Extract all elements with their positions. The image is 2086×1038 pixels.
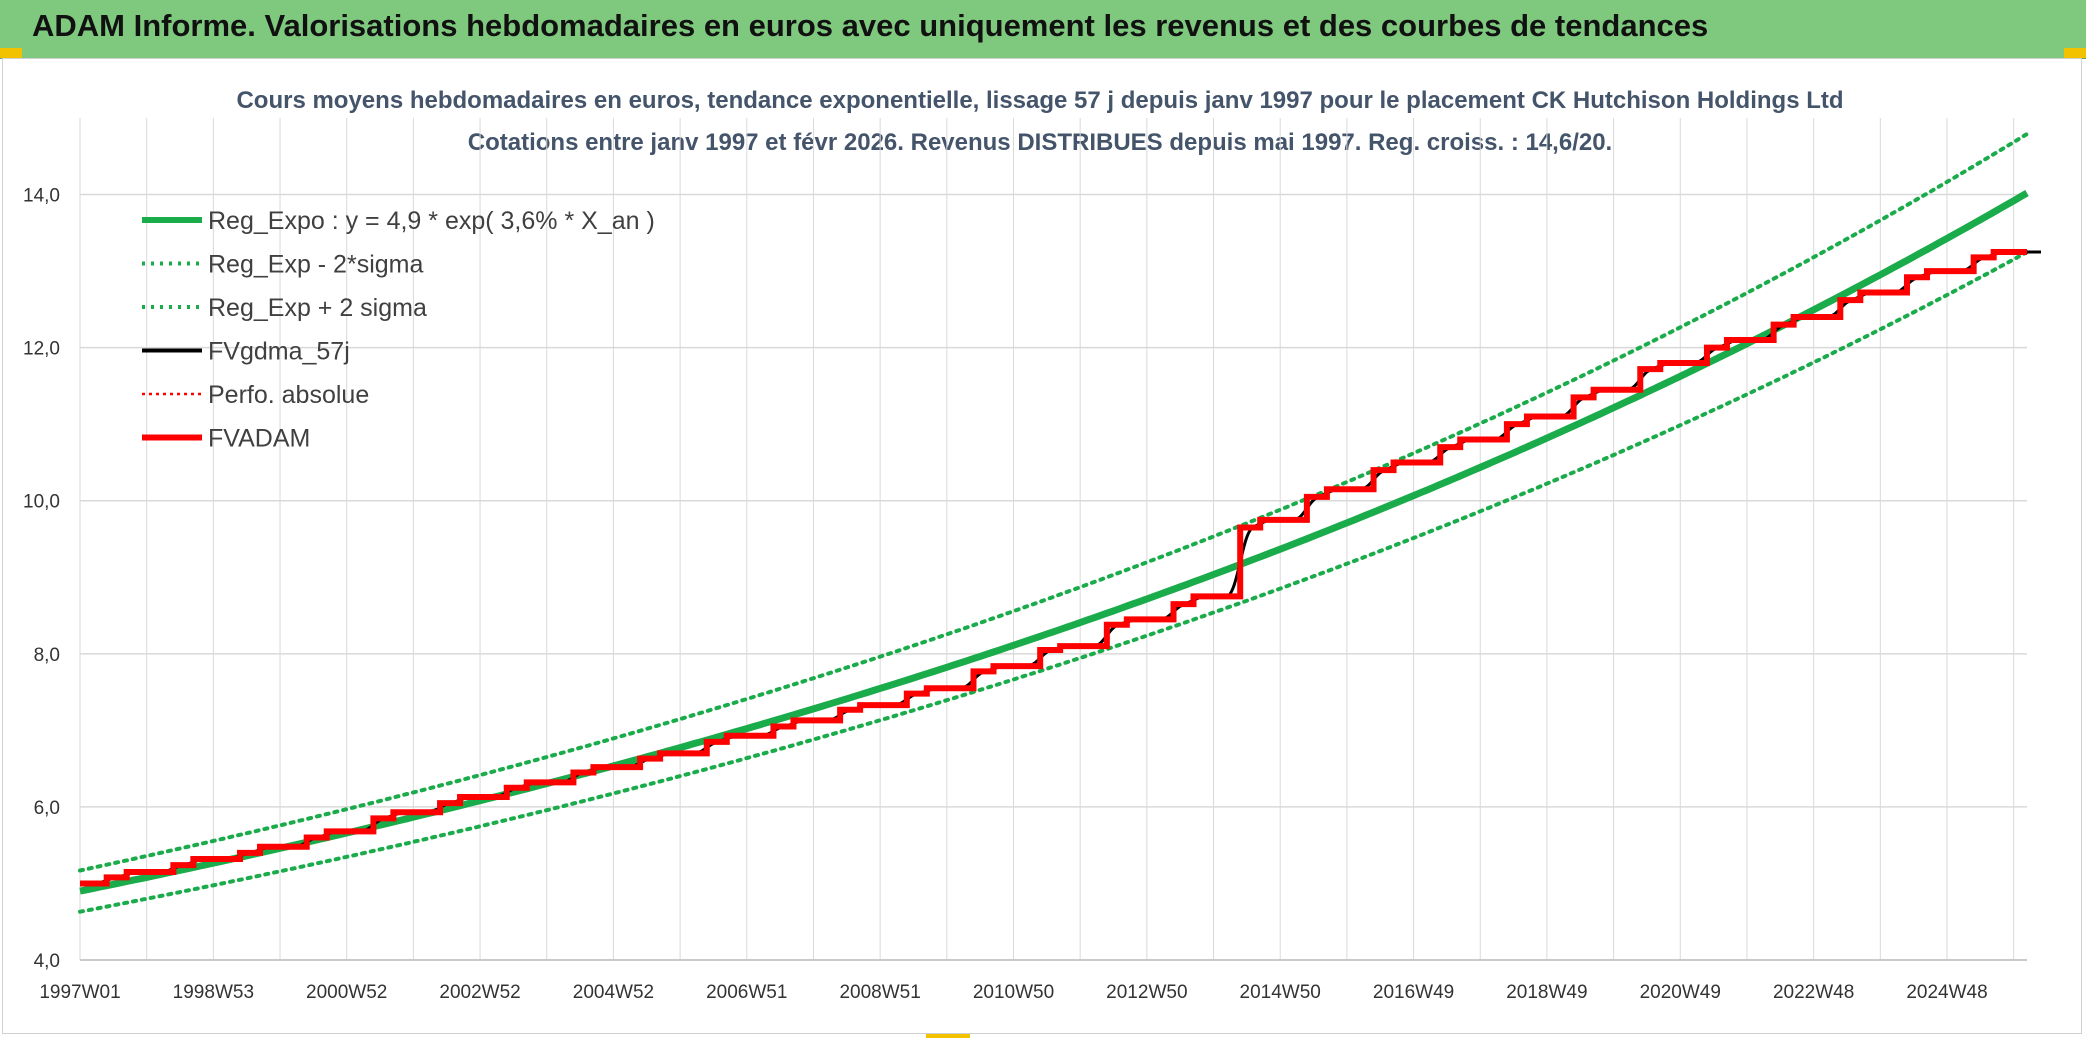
legend-label: Reg_Exp + 2 sigma (208, 294, 427, 322)
x-tick-label: 2010W50 (973, 982, 1054, 1003)
legend-label: Reg_Expo : y = 4,9 * exp( 3,6% * X_an ) (208, 207, 655, 235)
y-tick-label: 6,0 (34, 798, 60, 819)
x-tick-label: 2022W48 (1773, 982, 1854, 1003)
x-tick-label: 2004W52 (573, 982, 654, 1003)
series-fvadam (80, 248, 2027, 887)
banner-corner-left (0, 48, 22, 58)
y-tick-label: 12,0 (23, 339, 60, 360)
banner-corner-right (2064, 48, 2086, 58)
series-lower-band (78, 250, 2029, 914)
x-tick-label: 2002W52 (439, 982, 520, 1003)
x-tick-label: 2024W48 (1906, 982, 1987, 1003)
bottom-accent (926, 1034, 970, 1038)
x-tick-label: 2014W50 (1240, 982, 1321, 1003)
gridlines (79, 118, 2027, 961)
x-tick-label: 2008W51 (839, 982, 920, 1003)
plot-series (78, 132, 2041, 914)
x-tick-label: 2006W51 (706, 982, 787, 1003)
legend: Reg_Expo : y = 4,9 * exp( 3,6% * X_an ) R… (142, 207, 655, 453)
chart-subtitle-2: Cotations entre janv 1997 et févr 2026. … (468, 129, 1612, 156)
chart-frame (2, 58, 2082, 1034)
x-axis-ticks: 1997W01 1998W53 2000W52 2002W52 2004W52 2006W… (39, 982, 1987, 1003)
x-tick-label: 2016W49 (1373, 982, 1454, 1003)
legend-label: Reg_Exp - 2*sigma (208, 251, 423, 279)
legend-label: Perfo. absolue (208, 381, 369, 409)
y-tick-label: 10,0 (23, 492, 60, 513)
x-tick-label: 1998W53 (173, 982, 254, 1003)
series-upper-band (78, 132, 2029, 873)
legend-label: FVADAM (208, 425, 310, 453)
x-tick-label: 2018W49 (1506, 982, 1587, 1003)
report-title: ADAM Informe. Valorisations hebdomadaire… (32, 8, 1709, 43)
x-tick-label: 1997W01 (39, 982, 120, 1003)
x-tick-label: 2020W49 (1640, 982, 1721, 1003)
y-tick-label: 14,0 (23, 186, 60, 207)
y-tick-label: 4,0 (34, 951, 60, 972)
y-axis-ticks: 4,0 6,0 8,0 10,0 12,0 14,0 (23, 186, 60, 972)
legend-label: FVgdma_57j (208, 338, 350, 366)
x-tick-label: 2000W52 (306, 982, 387, 1003)
x-tick-label: 2012W50 (1106, 982, 1187, 1003)
chart-subtitle-1: Cours moyens hebdomadaires en euros, ten… (236, 87, 1843, 114)
report-banner: ADAM Informe. Valorisations hebdomadaire… (0, 0, 2086, 59)
y-tick-label: 8,0 (34, 645, 60, 666)
